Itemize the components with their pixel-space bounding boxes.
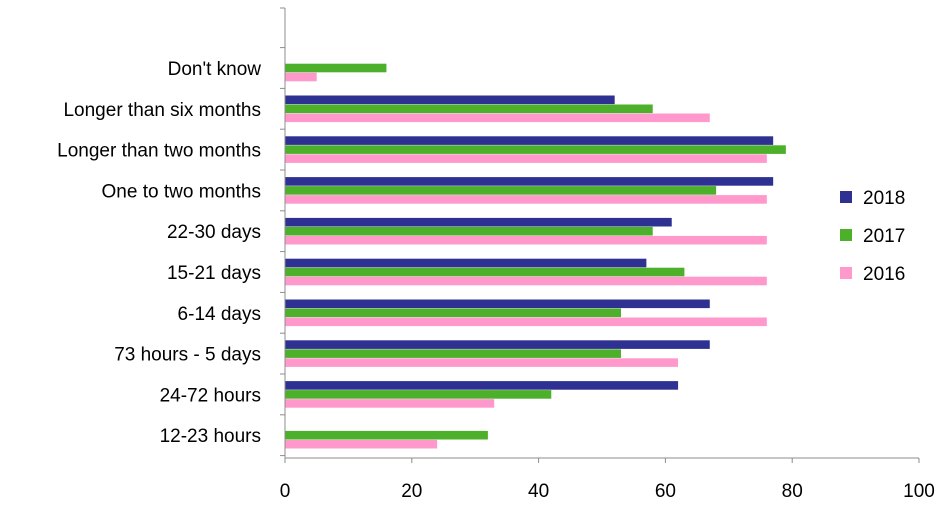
category-label: 24-72 hours xyxy=(160,385,261,406)
category-label: One to two months xyxy=(102,181,261,202)
bar xyxy=(285,136,774,145)
bar xyxy=(285,299,710,309)
bar xyxy=(285,145,786,154)
bar xyxy=(285,349,622,358)
bar xyxy=(285,267,685,277)
legend-swatch xyxy=(840,229,852,241)
x-tick-label: 40 xyxy=(528,481,549,502)
bar xyxy=(285,95,615,105)
category-labels: Don't know Longer than six months Longer t… xyxy=(57,59,261,447)
legend-label: 2017 xyxy=(863,226,905,247)
x-tick-label: 100 xyxy=(903,481,935,502)
x-tick-label: 80 xyxy=(782,481,803,502)
category-label: Longer than two months xyxy=(57,141,261,162)
x-tick-label: 20 xyxy=(401,481,422,502)
bar xyxy=(285,358,679,367)
bars-layer xyxy=(285,63,786,449)
bar xyxy=(285,439,438,449)
category-label: 22-30 days xyxy=(167,222,261,243)
legend-label: 2018 xyxy=(863,188,905,209)
bar xyxy=(285,72,317,82)
bar xyxy=(285,63,387,73)
axes-layer xyxy=(280,7,920,463)
x-tick-label: 60 xyxy=(655,481,676,502)
bar xyxy=(285,235,767,245)
category-label: Don't know xyxy=(168,59,262,80)
x-tick-label: 0 xyxy=(280,481,291,502)
legend-swatch xyxy=(840,191,852,203)
bar xyxy=(285,317,767,327)
category-label: Longer than six months xyxy=(63,100,261,121)
bar xyxy=(285,177,774,186)
bar xyxy=(285,399,495,408)
bar xyxy=(285,154,767,163)
bar xyxy=(285,186,717,195)
category-label: 12-23 hours xyxy=(160,426,261,447)
x-tick-labels: 0 20 40 60 80 100 xyxy=(280,481,935,502)
bar xyxy=(285,308,622,318)
bar xyxy=(285,430,488,440)
category-label: 73 hours - 5 days xyxy=(114,345,261,366)
bar xyxy=(285,113,710,123)
legend: 2018 2017 2016 xyxy=(840,188,905,285)
bar xyxy=(285,226,653,236)
bar xyxy=(285,340,710,349)
bar xyxy=(285,276,767,286)
bar xyxy=(285,381,679,390)
bar xyxy=(285,258,647,268)
legend-label: 2016 xyxy=(863,264,905,285)
bar xyxy=(285,104,653,114)
legend-swatch xyxy=(840,267,852,279)
category-label: 6-14 days xyxy=(178,304,261,325)
bar xyxy=(285,195,767,204)
bar xyxy=(285,390,552,399)
bar xyxy=(285,217,672,227)
category-label: 15-21 days xyxy=(167,263,261,284)
